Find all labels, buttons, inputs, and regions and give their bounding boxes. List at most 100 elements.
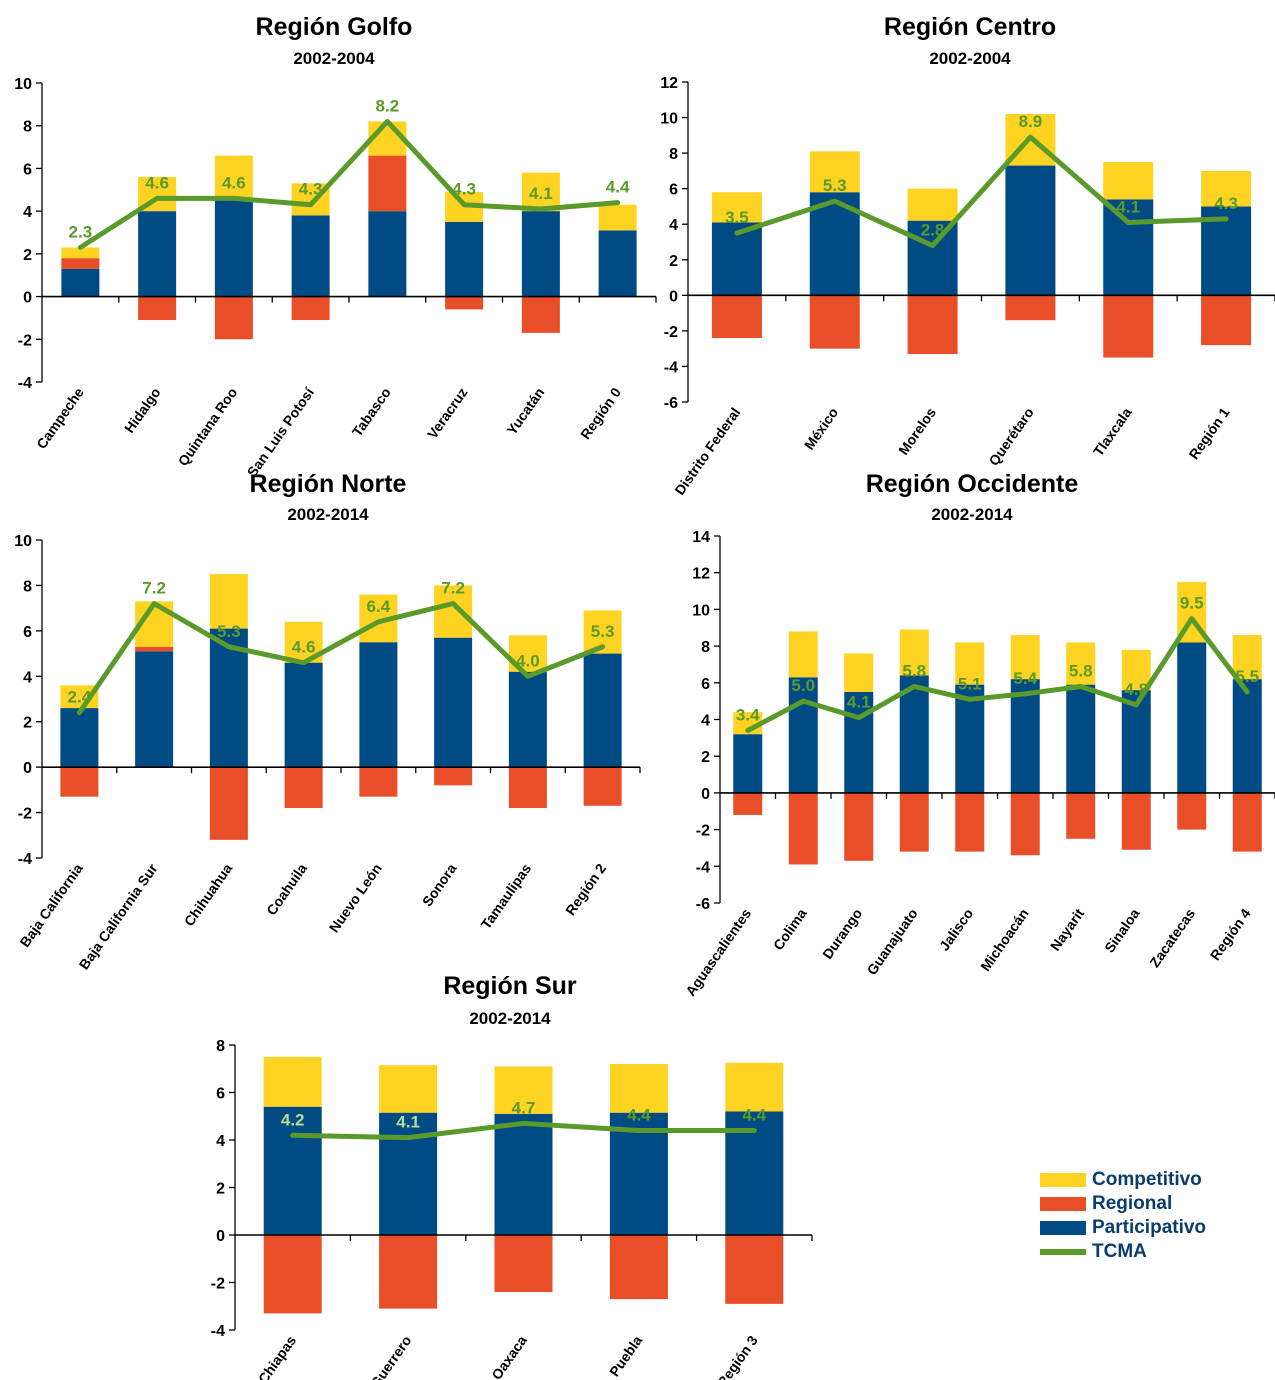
x-category-label: Nayarit (1047, 905, 1088, 953)
tcma-line (290, 1120, 757, 1141)
bar-competitivo (494, 1066, 553, 1114)
y-tick-label: -4 (696, 859, 710, 876)
bar-participativo (434, 637, 473, 768)
x-category-label: Tlaxcala (1090, 404, 1135, 459)
bar-regional (138, 296, 177, 321)
bar-participativo (1005, 165, 1056, 296)
bar-participativo (61, 268, 100, 297)
x-category-label: Morelos (895, 404, 939, 457)
bar-participativo (521, 211, 560, 297)
bar-regional (60, 767, 99, 797)
tcma-data-label: 3.4 (736, 706, 760, 725)
x-category-label: Guerrero (367, 1333, 414, 1380)
bar-competitivo (521, 172, 560, 212)
bar-regional (907, 295, 958, 354)
y-tick-label: 4 (669, 217, 678, 234)
x-category-label: Zacatecas (1146, 905, 1198, 970)
bar-participativo (1177, 642, 1207, 793)
bar-regional (368, 155, 407, 212)
chart-panel-4: Región Occidente 2002-2014 -6 -4 -2 0 2 4 6 8 10 12… (682, 470, 1275, 999)
chart-subtitle: 2002-2004 (929, 49, 1011, 68)
bar-competitivo (1066, 642, 1096, 685)
tcma-line (76, 601, 606, 716)
chart-panel-2: Región Centro 2002-2004 -6 -4 -2 0 2 4 6 8 10 12 3.5… (660, 13, 1275, 498)
bar-participativo (844, 691, 874, 793)
y-tick-label: -2 (211, 1276, 225, 1293)
tcma-data-label: 4.1 (529, 184, 553, 203)
x-category-label: Oaxaca (488, 1332, 530, 1380)
y-tick-label: 2 (701, 749, 710, 766)
bar-regional (1010, 792, 1040, 856)
bar-participativo (899, 675, 929, 793)
x-category-label: Baja California Sur (76, 860, 161, 972)
y-tick-label: 14 (692, 529, 710, 546)
tcma-data-label: 5.4 (1013, 669, 1037, 688)
x-category-label: Yucatán (503, 385, 547, 438)
bar-participativo (359, 642, 398, 768)
y-tick-label: 6 (23, 624, 32, 641)
x-category-label: Michoacán (977, 906, 1032, 974)
bar-participativo (138, 211, 177, 297)
bar-regional (711, 295, 762, 338)
chart-panel-5: Región Sur 2002-2014 -4 -2 0 2 4 6 8 4.2 4.1 4.7 4.4… (211, 972, 813, 1380)
tcma-data-label: 5.1 (958, 674, 982, 693)
y-tick-label: -2 (664, 324, 678, 341)
bar-regional (508, 767, 547, 809)
legend-item-regional: Regional (1040, 1192, 1206, 1216)
bar-regional (135, 646, 174, 652)
bar-competitivo (1232, 635, 1262, 680)
y-tick-label: -6 (696, 896, 710, 913)
tcma-data-label: 5.3 (591, 622, 615, 641)
bar-competitivo (725, 1062, 784, 1112)
bar-regional (1121, 792, 1151, 850)
bar-regional (445, 296, 484, 310)
tcma-data-label: 4.6 (145, 173, 169, 192)
bar-regional (583, 767, 622, 806)
x-category-label: Quintana Roo (175, 385, 241, 469)
tcma-data-label: 4.1 (396, 1113, 420, 1132)
legend-item-participativo: Participativo (1040, 1216, 1206, 1240)
chart-title: Región Norte (250, 470, 407, 498)
tcma-data-label: 5.0 (791, 676, 815, 695)
tcma-data-label: 8.9 (1019, 112, 1043, 131)
x-category-label: Región 0 (577, 384, 624, 442)
bar-competitivo (788, 631, 818, 678)
y-tick-label: 2 (669, 253, 678, 270)
chart-subtitle: 2002-2014 (469, 1009, 551, 1028)
tcma-data-label: 2.3 (69, 222, 93, 241)
bar-competitivo (907, 188, 958, 221)
bar-competitivo (1121, 649, 1151, 691)
legend-swatch-competitivo (1040, 1173, 1086, 1187)
tcma-line (734, 134, 1229, 249)
bar-participativo (1010, 679, 1040, 793)
x-category-label: Sinaloa (1101, 905, 1143, 955)
chart-panel-3: Región Norte 2002-2014 -4 -2 0 2 4 6 8 10 2.4 7.2 5.… (14, 470, 641, 972)
chart-subtitle: 2002-2004 (293, 49, 375, 68)
tcma-data-label: 4.1 (1116, 197, 1140, 216)
x-category-label: San Luis Potosí (244, 384, 318, 480)
chart-title: Región Centro (884, 13, 1056, 41)
tcma-data-label: 4.2 (281, 1110, 305, 1129)
x-category-label: Puebla (606, 1332, 646, 1379)
bar-competitivo (609, 1064, 668, 1113)
bar-regional (209, 767, 248, 840)
tcma-data-label: 4.6 (222, 173, 246, 192)
bar-competitivo (214, 155, 253, 201)
tcma-data-label: 4.7 (512, 1098, 536, 1117)
chart-title: Región Sur (443, 972, 577, 1000)
bar-competitivo (1010, 635, 1040, 680)
bar-regional (725, 1235, 784, 1304)
x-category-label: Chihuahua (181, 860, 236, 929)
y-tick-label: 0 (23, 760, 32, 777)
bar-regional (1066, 792, 1096, 839)
bar-participativo (284, 662, 323, 768)
legend-label-competitivo: Competitivo (1092, 1169, 1202, 1190)
bar-regional (1201, 295, 1252, 346)
x-category-label: México (801, 405, 841, 453)
x-category-label: Aguascalientes (682, 905, 754, 998)
chart-title: Región Occidente (866, 470, 1079, 498)
bar-participativo (609, 1112, 668, 1235)
tcma-data-label: 5.5 (1235, 667, 1259, 686)
legend-label-regional: Regional (1092, 1193, 1173, 1214)
bar-participativo (263, 1106, 322, 1235)
